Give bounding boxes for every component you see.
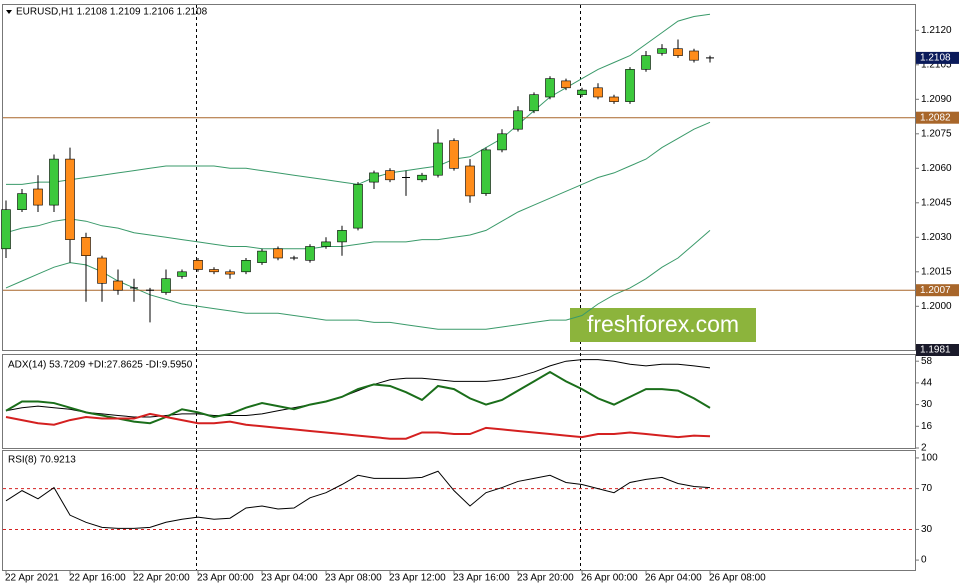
watermark: freshforex.com <box>587 311 739 337</box>
watermark-box <box>570 308 756 342</box>
candle-body <box>209 269 219 273</box>
candle-body <box>257 250 267 263</box>
candle-body <box>657 48 667 54</box>
rsi-panel <box>2 450 916 571</box>
candle-body <box>337 230 347 243</box>
bottom-price-label: 1.1981 <box>920 345 951 356</box>
candle-body <box>113 280 123 291</box>
candle-body <box>385 170 395 181</box>
y-tick-label: 58 <box>921 356 933 367</box>
indicator-line <box>5 470 711 529</box>
candle-body <box>545 78 555 98</box>
candle-body <box>641 55 651 70</box>
price-panel <box>2 4 916 351</box>
candle-body <box>193 259 203 270</box>
candle-body <box>33 188 43 206</box>
candle-body <box>65 158 75 240</box>
y-tick-label: 44 <box>921 378 933 389</box>
candle-body <box>465 165 475 197</box>
candle-body <box>49 158 59 206</box>
x-tick-label: 26 Apr 04:00 <box>645 573 702 584</box>
y-tick-label: 16 <box>921 421 933 432</box>
y-tick-label: 1.2090 <box>921 94 952 105</box>
y-tick-label: 70 <box>921 483 933 494</box>
x-tick-label: 22 Apr 16:00 <box>69 573 126 584</box>
y-tick-label: 1.2060 <box>921 163 952 174</box>
candle-body <box>321 241 331 247</box>
x-tick-label: 23 Apr 08:00 <box>325 573 382 584</box>
candle-body <box>353 184 363 229</box>
y-tick-label: 2 <box>921 443 927 454</box>
candle-body <box>593 87 603 98</box>
indicator-line <box>5 359 711 418</box>
candle-body <box>369 172 379 183</box>
y-tick-label: 1.2000 <box>921 301 952 312</box>
collapse-icon <box>6 10 12 14</box>
candle-body <box>513 110 523 130</box>
y-tick-label: 1.2075 <box>921 128 952 139</box>
indicator-title: ADX(14) 53.7209 +DI:27.8625 -DI:9.5950 <box>8 360 193 371</box>
chart-title: EURUSD,H1 1.2108 1.2109 1.2106 1.2108 <box>16 7 208 18</box>
x-tick-label: 22 Apr 2021 <box>5 573 59 584</box>
x-tick-label: 23 Apr 16:00 <box>453 573 510 584</box>
candle-body <box>305 246 315 261</box>
candle-body <box>433 142 443 176</box>
adx-panel <box>2 354 916 449</box>
candle-body <box>1 209 11 250</box>
candle-body <box>673 48 683 56</box>
x-tick-label: 23 Apr 04:00 <box>261 573 318 584</box>
indicator-line <box>5 370 711 425</box>
x-tick-label: 23 Apr 12:00 <box>389 573 446 584</box>
price-label-box <box>916 111 959 124</box>
y-tick-label: 30 <box>921 399 933 410</box>
candle-body <box>449 140 459 169</box>
price-label: 1.2082 <box>920 112 951 123</box>
candle-body <box>561 80 571 89</box>
candle-body <box>81 237 91 257</box>
current-price-label: 1.2108 <box>920 53 951 64</box>
candle-body <box>609 96 619 102</box>
candle-body <box>625 69 635 102</box>
candle-body <box>577 89 587 95</box>
band-line <box>5 230 711 330</box>
x-tick-label: 22 Apr 20:00 <box>133 573 190 584</box>
price-label-box <box>916 344 959 356</box>
candle-body <box>161 278 171 293</box>
y-tick-label: 100 <box>921 453 938 464</box>
x-tick-label: 26 Apr 08:00 <box>709 573 766 584</box>
y-tick-label: 1.2030 <box>921 232 952 243</box>
candle-body <box>97 257 107 284</box>
band-line <box>5 121 711 250</box>
candle-body <box>241 259 251 273</box>
y-tick-label: 0 <box>921 555 927 566</box>
candle-body <box>17 193 27 211</box>
candle-body <box>417 174 427 181</box>
y-tick-label: 1.2120 <box>921 25 952 36</box>
candle-body <box>273 248 283 259</box>
price-label-box <box>916 284 959 297</box>
y-tick-label: 1.2015 <box>921 266 952 277</box>
x-tick-label: 23 Apr 00:00 <box>197 573 254 584</box>
indicator-title: RSI(8) 70.9213 <box>8 455 76 466</box>
price-label: 1.2007 <box>920 285 951 296</box>
candle-body <box>177 271 187 277</box>
candle-body <box>225 271 235 275</box>
x-tick-label: 23 Apr 20:00 <box>517 573 574 584</box>
candle-body <box>497 133 507 151</box>
candle-body <box>529 94 539 112</box>
y-tick-label: 30 <box>921 524 933 535</box>
y-tick-label: 1.2105 <box>921 59 952 70</box>
indicator-line <box>5 412 711 440</box>
y-tick-label: 1.2045 <box>921 197 952 208</box>
x-tick-label: 26 Apr 00:00 <box>581 573 638 584</box>
candle-body <box>689 50 699 61</box>
price-label-box <box>916 51 959 64</box>
candle-body <box>481 149 491 194</box>
